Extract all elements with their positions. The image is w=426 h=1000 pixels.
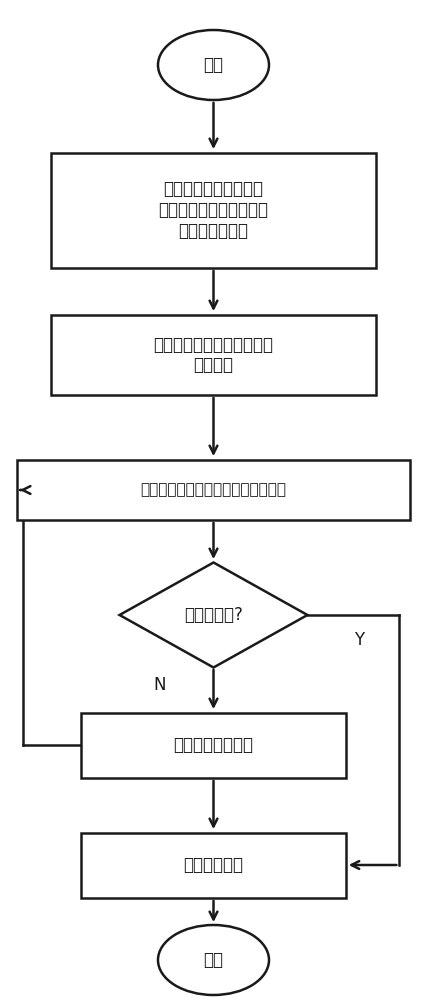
FancyBboxPatch shape (81, 832, 345, 898)
FancyBboxPatch shape (51, 152, 375, 267)
Text: Y: Y (353, 631, 363, 649)
Text: 满足安全性?: 满足安全性? (184, 606, 242, 624)
Ellipse shape (158, 30, 268, 100)
Text: N: N (153, 676, 166, 694)
Text: 开始: 开始 (203, 56, 223, 74)
FancyBboxPatch shape (81, 712, 345, 778)
Text: 根据勘测提供资料进行土壤
分层计算: 根据勘测提供资料进行土壤 分层计算 (153, 336, 273, 374)
Polygon shape (119, 562, 307, 668)
Text: 保存计算结果: 保存计算结果 (183, 856, 243, 874)
Text: 结束: 结束 (203, 951, 223, 969)
Text: 勘测专业测量站址区域
的土壤电阻率、冻土深度
及地址分层情况: 勘测专业测量站址区域 的土壤电阻率、冻土深度 及地址分层情况 (158, 180, 268, 240)
Text: 布置站内接地装置并进行安全性校验: 布置站内接地装置并进行安全性校验 (140, 483, 286, 497)
FancyBboxPatch shape (17, 460, 409, 520)
Text: 加设外引接地装置: 加设外引接地装置 (173, 736, 253, 754)
FancyBboxPatch shape (51, 315, 375, 395)
Ellipse shape (158, 925, 268, 995)
